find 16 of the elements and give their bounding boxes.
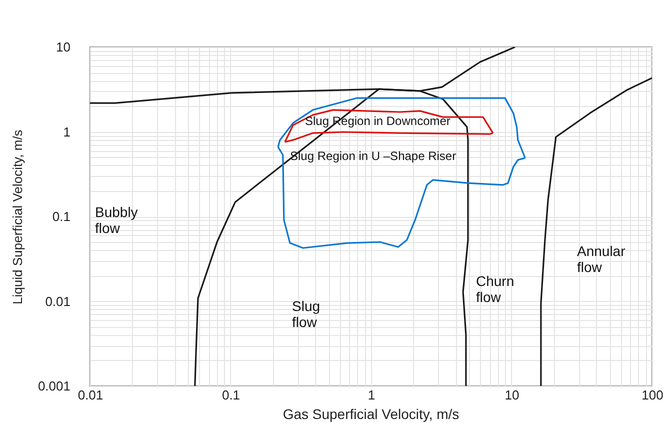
x-tick-label: 10 bbox=[504, 388, 520, 402]
y-tick-label: 0.01 bbox=[45, 294, 70, 309]
annotation: Churn flow bbox=[476, 273, 514, 305]
annotation: Annular flow bbox=[577, 243, 626, 275]
annotation: Bubbly flow bbox=[95, 204, 138, 236]
x-axis-title: Gas Superficial Velocity, m/s bbox=[282, 406, 460, 422]
y-tick-label: 0.001 bbox=[38, 378, 70, 394]
y-tick-label: 10 bbox=[56, 40, 70, 54]
x-tick-label: 100 bbox=[642, 388, 664, 402]
y-tick-label: 0.1 bbox=[52, 209, 70, 224]
y-axis-title: Liquid Superficial Velocity, m/s bbox=[10, 129, 25, 304]
y-tick-label: 1 bbox=[63, 124, 70, 140]
x-tick-label: 0.1 bbox=[222, 388, 240, 402]
x-tick-label: 1 bbox=[368, 388, 376, 402]
x-tick-label: 0.01 bbox=[78, 388, 104, 402]
annotation: Slug flow bbox=[292, 298, 320, 330]
